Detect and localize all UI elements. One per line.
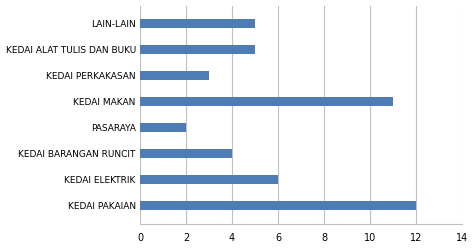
Bar <box>140 175 278 184</box>
Bar <box>140 149 232 158</box>
Bar <box>140 201 416 210</box>
Bar <box>140 123 186 132</box>
Bar <box>140 97 393 106</box>
Bar <box>140 71 209 80</box>
Bar <box>140 19 255 28</box>
Bar <box>140 45 255 54</box>
